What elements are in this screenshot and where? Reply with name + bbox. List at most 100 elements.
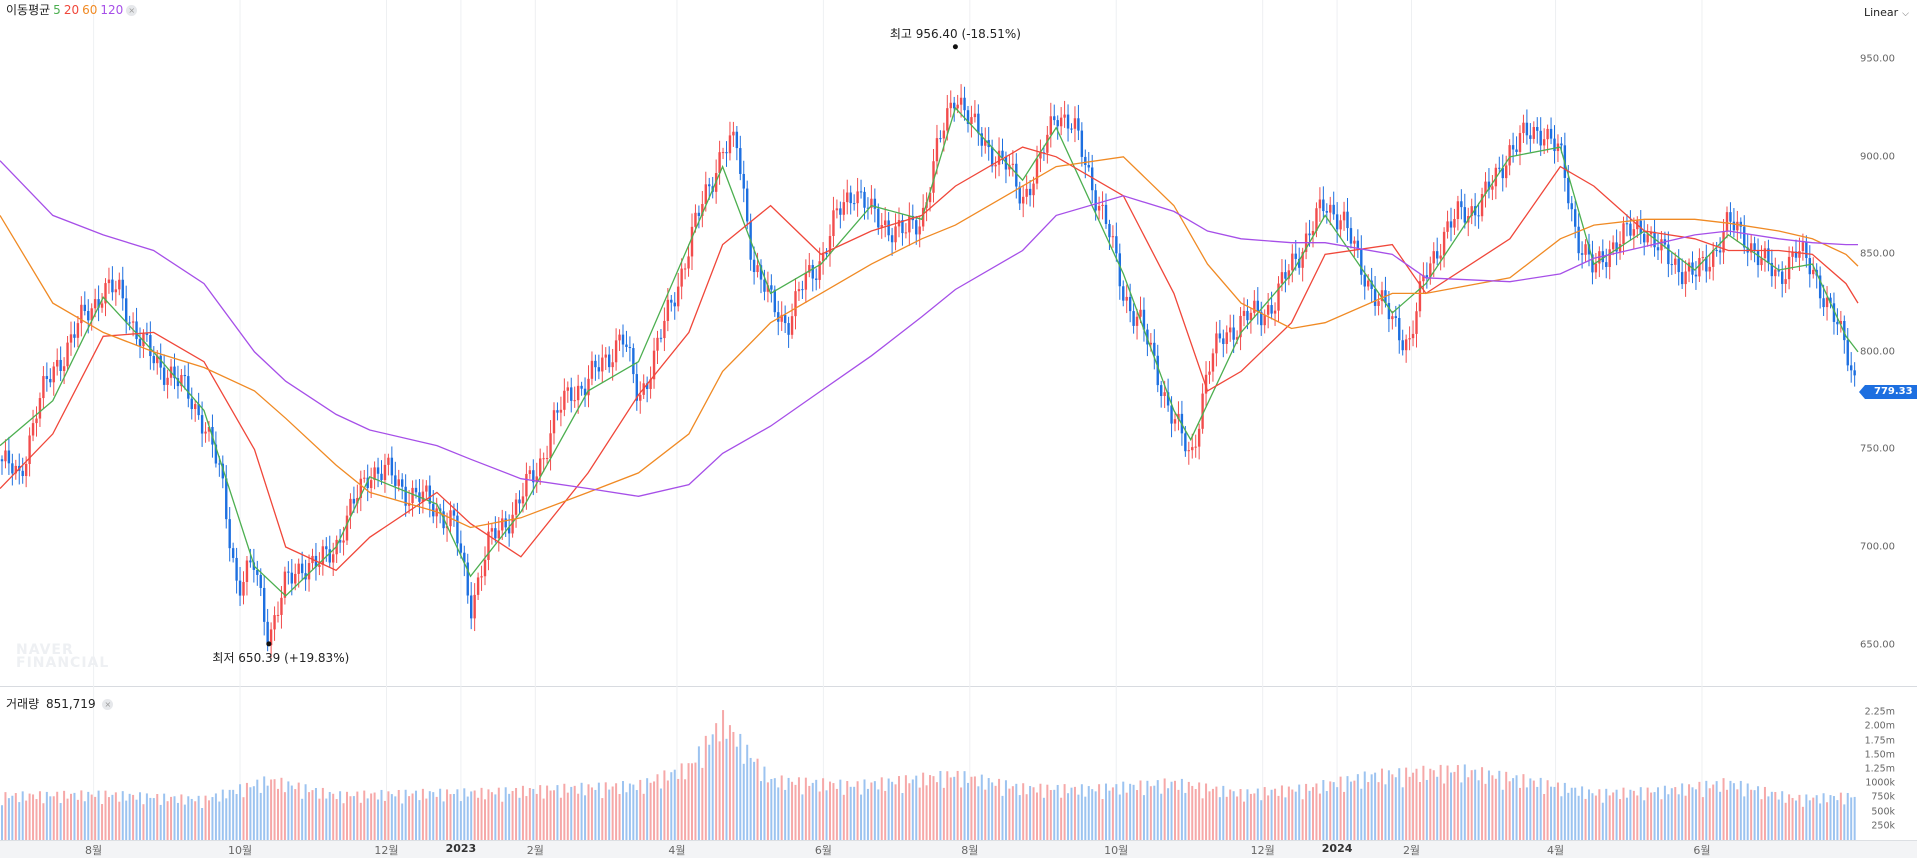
volume-bar bbox=[183, 804, 186, 840]
volume-bar bbox=[339, 791, 342, 840]
candle-body bbox=[1101, 204, 1104, 207]
candle-body bbox=[639, 394, 642, 401]
volume-bar bbox=[1187, 781, 1190, 840]
volume-bar bbox=[1719, 791, 1722, 840]
candle-body bbox=[1511, 145, 1515, 150]
candle-body bbox=[1429, 263, 1432, 278]
volume-bar bbox=[256, 779, 259, 840]
candle-body bbox=[601, 357, 604, 372]
volume-bar bbox=[1063, 784, 1066, 840]
volume-bar bbox=[570, 786, 573, 840]
candle-body bbox=[1763, 248, 1767, 259]
candle-body bbox=[1760, 258, 1763, 266]
volume-bar bbox=[1239, 789, 1242, 840]
ma20-label: 20 bbox=[63, 3, 80, 17]
candle-body bbox=[221, 463, 224, 479]
volume-bar bbox=[1243, 801, 1245, 840]
candle-body bbox=[866, 207, 870, 209]
candle-body bbox=[473, 594, 476, 619]
volume-bar bbox=[811, 782, 814, 840]
volume-bar bbox=[1670, 788, 1673, 840]
candle-body bbox=[494, 528, 497, 539]
volume-bar bbox=[1667, 794, 1670, 840]
candle-body bbox=[325, 546, 328, 550]
candle-body bbox=[49, 378, 52, 383]
candle-body bbox=[583, 388, 587, 396]
candle-body bbox=[1425, 275, 1429, 278]
volume-bar bbox=[38, 791, 41, 840]
candle-body bbox=[466, 562, 469, 596]
volume-bar bbox=[642, 793, 645, 840]
candle-body bbox=[1408, 338, 1411, 340]
volume-bar bbox=[1512, 778, 1515, 840]
volume-bar bbox=[873, 781, 876, 840]
volume-bar bbox=[107, 797, 110, 840]
candle-body bbox=[87, 310, 90, 321]
candle-body bbox=[1415, 311, 1418, 334]
candle-body bbox=[428, 485, 431, 504]
volume-bar bbox=[925, 785, 928, 840]
volume-bar bbox=[204, 795, 207, 840]
volume-bar bbox=[1022, 783, 1025, 840]
watermark: NAVER FINANCIAL bbox=[16, 643, 109, 670]
volume-bar bbox=[1843, 804, 1846, 840]
candle-body bbox=[1011, 163, 1015, 165]
candle-body bbox=[1822, 298, 1825, 308]
candle-body bbox=[345, 515, 349, 541]
candle-body bbox=[890, 235, 894, 243]
volume-bar bbox=[1215, 786, 1218, 840]
volume-bar bbox=[528, 788, 531, 840]
candle-body bbox=[1836, 321, 1839, 325]
close-icon[interactable]: × bbox=[126, 5, 138, 16]
candle-body bbox=[269, 629, 273, 646]
volume-bar bbox=[1853, 796, 1856, 840]
candle-body bbox=[1008, 164, 1011, 170]
candle-body bbox=[984, 140, 987, 146]
candle-body bbox=[349, 498, 352, 516]
candle-body bbox=[908, 215, 911, 233]
candle-body bbox=[852, 203, 856, 205]
candle-body bbox=[804, 272, 808, 290]
volume-bar bbox=[56, 791, 59, 840]
volume-bar bbox=[1384, 784, 1387, 840]
candle-body bbox=[1404, 339, 1408, 351]
candle-body bbox=[1725, 212, 1729, 232]
volume-bar bbox=[525, 796, 528, 840]
candle-body bbox=[504, 518, 507, 528]
volume-bar bbox=[1415, 768, 1418, 840]
low-annotation: 최저 650.39 (+19.83%) bbox=[212, 650, 350, 665]
candle-body bbox=[1156, 355, 1159, 386]
candle-body bbox=[1125, 296, 1128, 301]
candle-body bbox=[1373, 288, 1377, 306]
candle-body bbox=[1615, 242, 1618, 252]
volume-bar bbox=[1015, 783, 1018, 840]
volume-bar bbox=[980, 774, 983, 840]
candle-body bbox=[673, 302, 676, 307]
candle-body bbox=[511, 514, 514, 534]
candle-body bbox=[380, 473, 383, 481]
volume-bar bbox=[328, 792, 331, 840]
price-chart[interactable]: 950.00 900.00 850.00 800.00 750.00 700.00 650.… bbox=[0, 0, 1917, 686]
volume-bar bbox=[170, 796, 173, 840]
volume-bar bbox=[1846, 792, 1849, 840]
volume-bar bbox=[559, 797, 562, 840]
volume-bar bbox=[228, 789, 231, 840]
candle-body bbox=[1698, 257, 1701, 277]
volume-bar bbox=[11, 795, 14, 840]
close-icon[interactable]: × bbox=[102, 699, 114, 710]
candle-body bbox=[38, 398, 42, 419]
candle-body bbox=[632, 348, 635, 375]
candle-body bbox=[614, 340, 618, 363]
volume-tick-label: 1.50m bbox=[1864, 749, 1895, 761]
scale-selector[interactable]: Linear ⌵ bbox=[1864, 6, 1909, 19]
candle-body bbox=[1153, 342, 1156, 356]
volume-chart[interactable]: 2.25m 2.00m 1.75m 1.50m 1.25m 1000k 750k 500k 25… bbox=[0, 686, 1917, 840]
volume-bar bbox=[1105, 783, 1107, 840]
volume-bar bbox=[794, 784, 797, 840]
candle-body bbox=[359, 478, 362, 498]
candle-body bbox=[1046, 134, 1049, 153]
ma120-label: 120 bbox=[100, 3, 124, 17]
volume-bar bbox=[373, 792, 376, 840]
volume-bar bbox=[366, 798, 369, 840]
volume-bar bbox=[1332, 782, 1335, 840]
